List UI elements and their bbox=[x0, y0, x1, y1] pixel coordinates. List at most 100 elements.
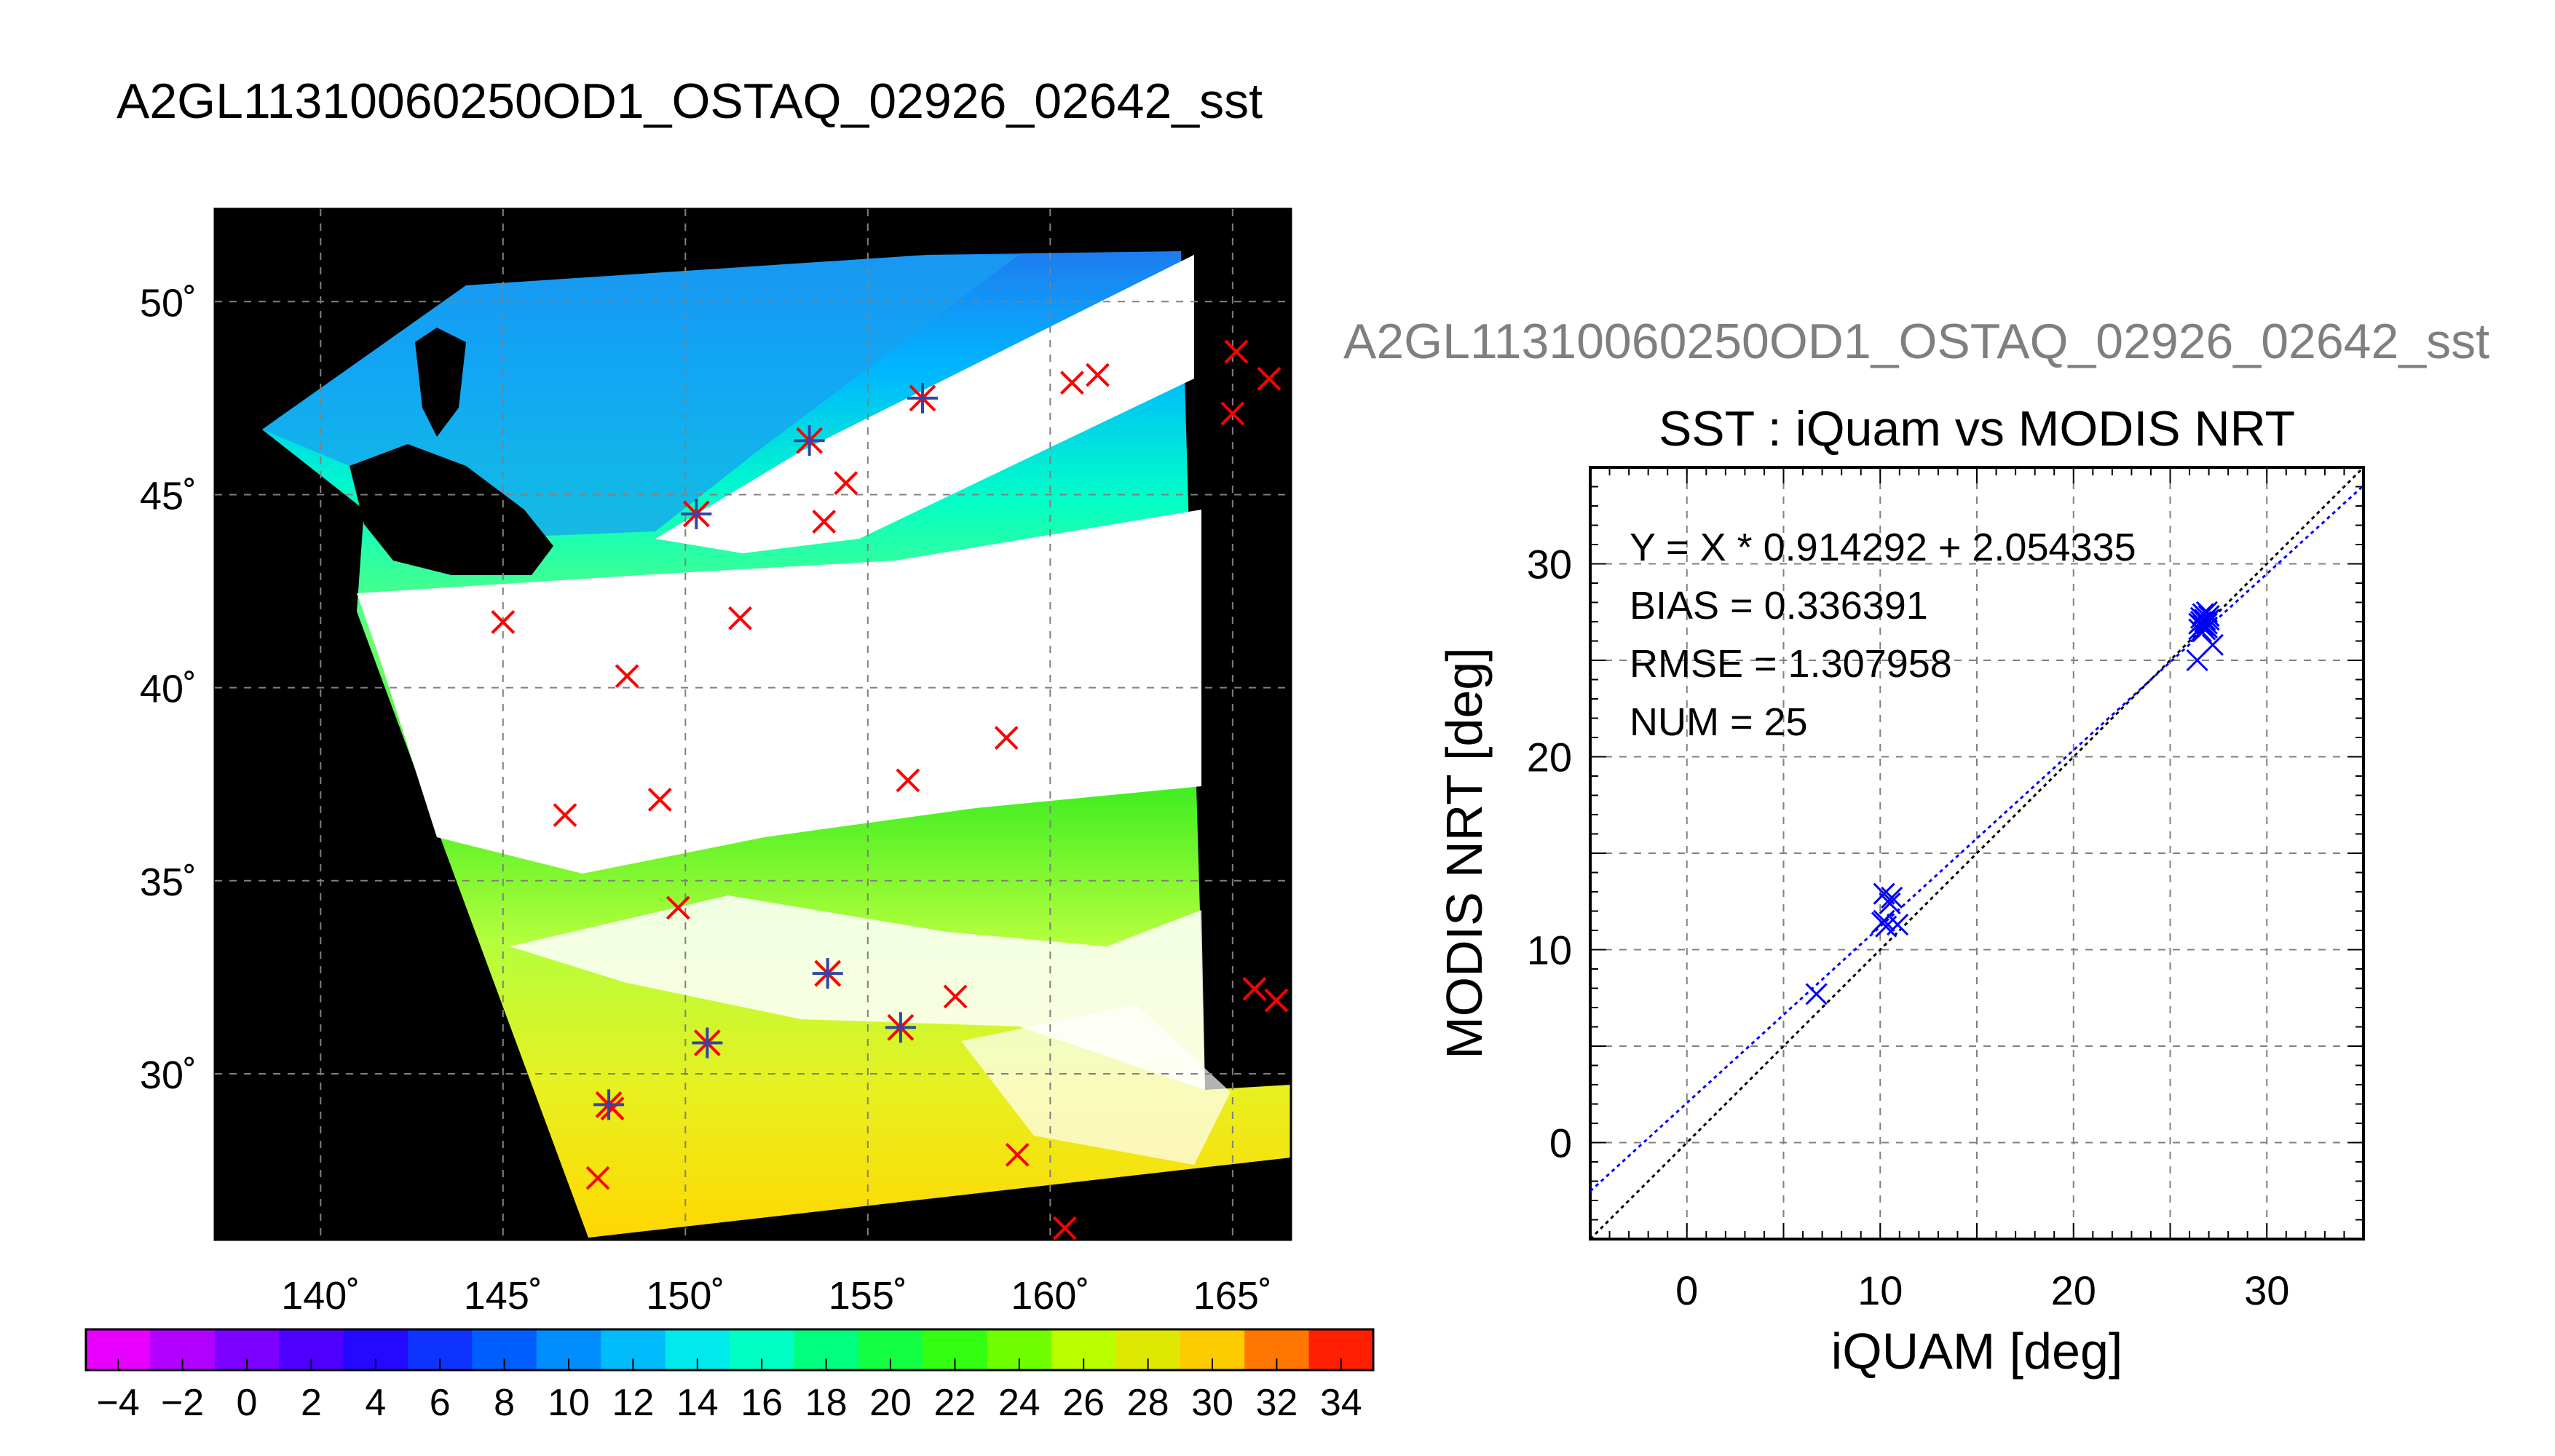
x-axis-label: iQUAM [deg] bbox=[1831, 1323, 2123, 1380]
matched-star-marker bbox=[794, 425, 825, 456]
colorbar-tick: 18 bbox=[805, 1382, 848, 1424]
matched-star-marker bbox=[681, 498, 712, 529]
buoy-match-marker bbox=[1242, 976, 1267, 1001]
buoy-match-marker bbox=[1220, 401, 1245, 426]
scatter-point bbox=[2194, 609, 2216, 631]
colorbar-tick: 2 bbox=[301, 1382, 322, 1424]
y-axis-label: MODIS NRT [deg] bbox=[1436, 647, 1493, 1059]
scatter-y-tick: 30 bbox=[1527, 542, 1572, 587]
scatter-grid bbox=[1590, 467, 2364, 1240]
scatter-point bbox=[2195, 616, 2219, 639]
map-tick-labels: 140˚ 145˚ 150˚ 155˚ 160˚ 165˚ 30˚ 35˚ 40˚ 45˚ 50˚ bbox=[140, 281, 1272, 1318]
scatter-y-tick: 20 bbox=[1527, 735, 1572, 780]
buoy-match-marker bbox=[1005, 1142, 1030, 1167]
cloud-band-north bbox=[655, 255, 1194, 553]
colorbar-tick: 26 bbox=[1062, 1382, 1105, 1424]
matched-star-marker bbox=[692, 1027, 723, 1059]
colorbar-tick: 4 bbox=[365, 1382, 386, 1424]
buoy-match-marker bbox=[1086, 363, 1110, 387]
map-frame bbox=[213, 207, 1292, 1241]
scatter-x-tick: 30 bbox=[2244, 1267, 2289, 1313]
stats-rmse: RMSE = 1.307958 bbox=[1630, 642, 1952, 686]
map-grid bbox=[215, 209, 1291, 1240]
colorbar-tick: 34 bbox=[1320, 1382, 1362, 1424]
scatter-tick-labels: 0 10 20 30 0 10 20 30 bbox=[1527, 542, 2290, 1314]
map-x-tick: 160˚ bbox=[1011, 1274, 1089, 1318]
scatter-point bbox=[2195, 601, 2219, 623]
scatter-point bbox=[1873, 882, 1895, 905]
matched-star-marker bbox=[907, 382, 938, 414]
scatter-point bbox=[1887, 913, 1909, 936]
cloud-band-south bbox=[510, 895, 1205, 1090]
colorbar-tick: 6 bbox=[430, 1382, 451, 1424]
land-sakhalin bbox=[415, 328, 466, 437]
colorbar-tick: 24 bbox=[998, 1382, 1040, 1424]
map-x-tick: 150˚ bbox=[646, 1274, 724, 1318]
matched-star-marker bbox=[885, 1012, 916, 1043]
colorbar-tick: 16 bbox=[741, 1382, 783, 1424]
colorbar-tick: −4 bbox=[97, 1382, 140, 1424]
colorbar-tick: 20 bbox=[869, 1382, 912, 1424]
cloud-patch-south bbox=[961, 1005, 1231, 1165]
scatter-title: SST : iQuam vs MODIS NRT bbox=[1659, 401, 2295, 456]
scatter-x-tick: 0 bbox=[1675, 1267, 1698, 1313]
colorbar-tick: 32 bbox=[1255, 1382, 1298, 1424]
scatter-x-tick: 10 bbox=[1857, 1267, 1903, 1313]
map-markers bbox=[491, 339, 1289, 1241]
scatter-y-tick: 0 bbox=[1549, 1120, 1572, 1166]
colorbar-tick: 28 bbox=[1127, 1382, 1169, 1424]
scatter-point bbox=[1881, 886, 1903, 909]
map-y-tick: 30˚ bbox=[140, 1053, 197, 1097]
buoy-match-marker bbox=[834, 471, 858, 495]
colorbar-border bbox=[84, 1328, 1375, 1372]
map-x-tick: 140˚ bbox=[281, 1274, 360, 1318]
scatter-panel-title: A2GL11310060250OD1_OSTAQ_02926_02642_sst bbox=[1343, 314, 2489, 369]
buoy-match-marker bbox=[812, 510, 837, 534]
land-hokkaido bbox=[350, 444, 553, 575]
buoy-match-marker bbox=[585, 1166, 610, 1190]
map-y-tick: 35˚ bbox=[140, 860, 197, 904]
colorbar-tick: 0 bbox=[237, 1382, 258, 1424]
buoy-match-marker bbox=[647, 788, 672, 812]
buoy-match-marker bbox=[553, 803, 577, 828]
colorbar-tick: 10 bbox=[548, 1382, 590, 1424]
matched-star-marker bbox=[593, 1089, 625, 1120]
stats-num: NUM = 25 bbox=[1630, 700, 1808, 744]
stats-bias: BIAS = 0.336391 bbox=[1630, 584, 1928, 628]
scatter-y-tick: 10 bbox=[1527, 927, 1572, 973]
map-x-tick: 155˚ bbox=[829, 1274, 907, 1318]
buoy-match-marker bbox=[1257, 366, 1282, 391]
scatter-point bbox=[1879, 892, 1901, 914]
colorbar-tick-labels: −4 −2 0 2 4 6 8 10 12 14 16 18 20 22 24 26 28 30 32 34 bbox=[97, 1358, 1362, 1424]
matched-star-marker bbox=[812, 958, 843, 989]
scatter-point bbox=[1873, 909, 1895, 932]
cloud-band-central bbox=[357, 510, 1201, 874]
colorbar-tick: 12 bbox=[612, 1382, 654, 1424]
map-y-tick: 45˚ bbox=[140, 474, 197, 518]
map-x-tick: 145˚ bbox=[464, 1274, 542, 1318]
colorbar-tick: 22 bbox=[933, 1382, 976, 1424]
buoy-match-marker bbox=[1052, 1216, 1077, 1241]
buoy-match-marker bbox=[666, 895, 690, 920]
scatter-points bbox=[1805, 601, 2224, 1005]
map-x-tick: 165˚ bbox=[1193, 1274, 1272, 1318]
buoy-match-marker bbox=[1224, 339, 1249, 364]
buoy-match-marker bbox=[491, 610, 516, 634]
scatter-point bbox=[1805, 983, 1828, 1005]
scatter-point bbox=[2197, 609, 2220, 631]
colorbar-tick: 14 bbox=[676, 1382, 719, 1424]
scatter-point bbox=[2201, 633, 2224, 656]
colorbar-cells bbox=[86, 1329, 1374, 1370]
buoy-match-marker bbox=[615, 664, 639, 689]
scatter-point bbox=[2194, 610, 2216, 633]
main-title: A2GL11310060250OD1_OSTAQ_02926_02642_sst bbox=[117, 74, 1263, 129]
buoy-match-marker bbox=[1059, 371, 1084, 395]
map-y-tick: 40˚ bbox=[140, 668, 197, 711]
scatter-x-tick: 20 bbox=[2051, 1267, 2096, 1313]
colorbar-tick: 8 bbox=[494, 1382, 515, 1424]
buoy-match-marker bbox=[994, 726, 1019, 750]
colorbar-tick: −2 bbox=[161, 1382, 204, 1424]
